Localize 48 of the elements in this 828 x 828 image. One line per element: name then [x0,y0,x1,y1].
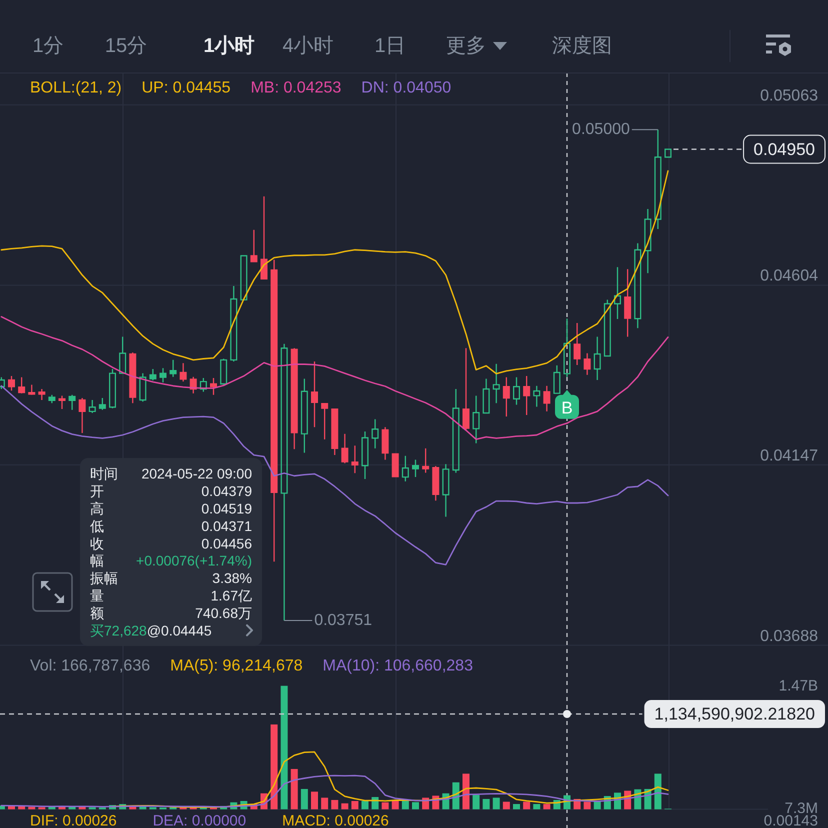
series-label: DN: 0.04050 [361,80,452,96]
annotation: BOLL:(21, 2) [30,80,122,96]
annotation: @0.04445 [146,622,212,638]
annotation: 振幅 [90,570,118,586]
series-label: MA(5): 96,214,678 [170,658,303,674]
annotation: 高 [90,500,104,516]
tab-label: 1日 [374,35,406,57]
annotation: 0.04379 [201,483,252,500]
annotation: 0.04519 [201,500,252,516]
tab-label: 4小时 [282,35,334,57]
annotation: DIF: 0.00026 [30,812,117,828]
series-label: MB: 0.04253 [250,80,342,96]
annotation: 0.05000 [572,121,630,138]
ref-line-label: 0.04950 [754,140,815,159]
annotation: 时间 [90,466,118,482]
annotation: 0.03751 [314,612,372,630]
tab-label: 15分 [104,35,148,57]
annotation: Vol: 166,787,636 [30,658,150,674]
series-label: UP: 0.04455 [142,80,231,96]
annotation: 3.38% [212,570,252,586]
tab-label: 深度图 [552,35,612,57]
annotation: 740.68万 [195,604,252,621]
annotation: 低 [90,518,104,534]
annotation: 幅 [90,552,104,569]
annotation: B [561,398,573,418]
annotation: 额 [90,604,104,621]
annotation: 1.67亿 [210,588,252,604]
y-tick-label: 0.03688 [760,628,818,645]
series-label: MA(10): 106,660,283 [322,658,473,674]
annotation: MACD: 0.00026 [282,812,389,828]
annotation: 0.04371 [201,518,252,534]
y-tick-label: 1.47B [778,677,818,694]
annotation: 买72,628 [90,622,147,638]
annotation: 开 [90,483,104,500]
tab-label: 1分 [32,35,64,57]
annotation: 收 [90,535,104,552]
y-tick-label: 0.05063 [760,87,818,104]
tab-label: 1小时 [203,35,255,57]
annotation: +0.00076(+1.74%) [136,552,252,569]
annotation: 0.04456 [201,535,252,552]
annotation: 0.00143 [764,812,818,828]
tab-label: 更多 [446,35,486,57]
ref-line-label: 1,134,590,902.21820 [654,704,815,724]
y-tick-label: 0.04604 [760,268,818,285]
y-tick-label: 0.04147 [760,447,818,464]
annotation: DEA: 0.00000 [152,812,246,828]
annotation: 量 [90,588,104,604]
annotation: 2024-05-22 09:00 [141,466,252,482]
